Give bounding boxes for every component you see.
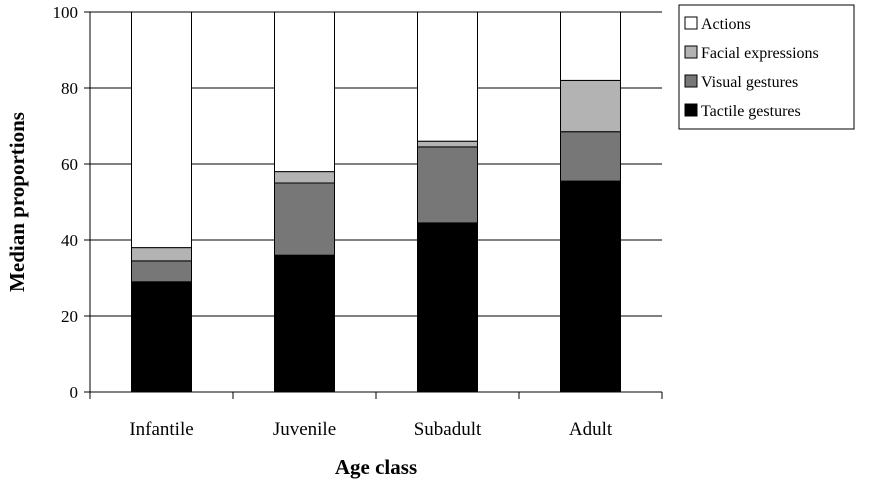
bar-segment bbox=[131, 281, 192, 393]
bar-segment bbox=[131, 11, 192, 249]
bar-segment bbox=[131, 247, 192, 262]
x-category-label: Subadult bbox=[414, 419, 482, 440]
x-category-label: Adult bbox=[569, 419, 613, 440]
bars bbox=[131, 11, 621, 393]
legend-label: Facial expressions bbox=[701, 45, 819, 62]
bar-segment bbox=[560, 180, 621, 393]
legend-swatch bbox=[684, 74, 698, 88]
x-category-label: Infantile bbox=[129, 419, 193, 440]
bar-segment bbox=[274, 171, 335, 184]
y-tick-label: 60 bbox=[61, 155, 78, 174]
axes bbox=[84, 11, 663, 399]
x-category-labels: Infantile Juvenile Subadult Adult bbox=[129, 419, 613, 440]
bar-segment bbox=[560, 131, 621, 182]
y-tick-label: 40 bbox=[61, 231, 78, 250]
legend-label: Actions bbox=[701, 16, 751, 33]
bar-segment bbox=[131, 260, 192, 283]
y-tick-label: 20 bbox=[61, 307, 78, 326]
bar-segment bbox=[274, 11, 335, 173]
bar-segment bbox=[560, 11, 621, 81]
legend-swatch bbox=[684, 103, 698, 117]
bar-segment bbox=[417, 222, 478, 393]
bar-segment bbox=[417, 11, 478, 142]
bar-segment bbox=[417, 146, 478, 224]
bar-segment bbox=[417, 140, 478, 148]
legend: Actions Facial expressions Visual gestures… bbox=[678, 4, 855, 130]
x-axis-title: Age class bbox=[335, 455, 417, 479]
bar-segment bbox=[560, 79, 621, 133]
y-axis-title: Median proportions bbox=[5, 112, 29, 292]
y-tick-label: 100 bbox=[53, 3, 79, 22]
y-tick-label: 80 bbox=[61, 79, 78, 98]
y-tick-label: 0 bbox=[70, 383, 79, 402]
legend-label: Tactile gestures bbox=[701, 103, 801, 120]
legend-label: Visual gestures bbox=[701, 74, 798, 91]
legend-swatch bbox=[684, 16, 698, 30]
x-category-label: Juvenile bbox=[273, 419, 336, 440]
legend-swatch bbox=[684, 45, 698, 59]
bar-segment bbox=[274, 254, 335, 393]
y-tick-labels: 0 20 40 60 80 100 bbox=[53, 3, 79, 402]
legend-box bbox=[678, 4, 855, 130]
bar-segment bbox=[274, 182, 335, 256]
